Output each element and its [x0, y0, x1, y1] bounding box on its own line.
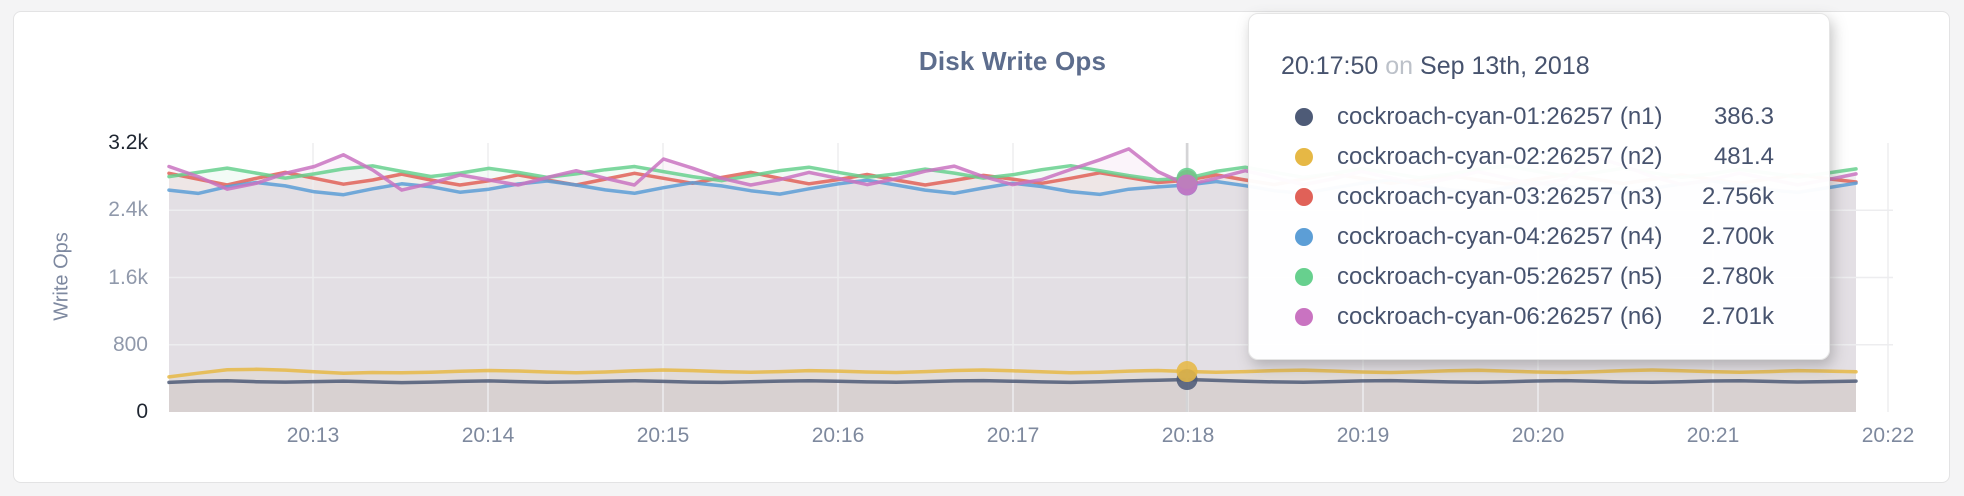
tooltip-series-row: cockroach-cyan-01:26257 (n1) 386.3	[1295, 97, 1774, 137]
series-value: 2.780k	[1701, 263, 1774, 290]
y-tick-label: 3.2k	[108, 131, 148, 154]
series-color-dot-icon	[1295, 268, 1313, 286]
series-name: cockroach-cyan-06:26257 (n6)	[1337, 303, 1663, 330]
series-name: cockroach-cyan-03:26257 (n3)	[1337, 183, 1663, 210]
series-name: cockroach-cyan-02:26257 (n2)	[1337, 143, 1663, 170]
tooltip-series-row: cockroach-cyan-04:26257 (n4) 2.700k	[1295, 217, 1774, 257]
y-tick-label: 1.6k	[108, 265, 148, 289]
series-name: cockroach-cyan-05:26257 (n5)	[1337, 263, 1663, 290]
x-tick-label: 20:21	[1686, 424, 1740, 447]
x-tick-label: 20:14	[461, 424, 515, 447]
y-tick-label: 2.4k	[108, 198, 148, 222]
series-value: 2.701k	[1701, 303, 1774, 330]
series-line	[167, 377, 1858, 385]
series-name: cockroach-cyan-01:26257 (n1)	[1337, 103, 1663, 130]
tooltip-series-list: cockroach-cyan-01:26257 (n1) 386.3 cockroa…	[1295, 97, 1774, 337]
series-color-dot-icon	[1295, 308, 1313, 326]
chart-tooltip: 20:17:50 on Sep 13th, 2018 cockroach-cya…	[1248, 13, 1830, 360]
x-tick-label: 20:18	[1161, 424, 1215, 447]
series-color-dot-icon	[1295, 188, 1313, 206]
tooltip-series-row: cockroach-cyan-03:26257 (n3) 2.756k	[1295, 177, 1774, 217]
series-color-dot-icon	[1295, 148, 1313, 166]
series-color-dot-icon	[1295, 228, 1313, 246]
series-name: cockroach-cyan-04:26257 (n4)	[1337, 223, 1663, 250]
y-tick-label: 0	[136, 400, 148, 423]
tooltip-date: Sep 13th, 2018	[1420, 52, 1590, 80]
tooltip-series-row: cockroach-cyan-06:26257 (n6) 2.701k	[1295, 297, 1774, 337]
series-value: 386.3	[1713, 103, 1774, 130]
x-tick-label: 20:22	[1861, 424, 1915, 447]
series-line	[167, 367, 1858, 379]
x-tick-label: 20:20	[1511, 424, 1565, 447]
hover-point-dot	[1176, 174, 1198, 196]
series-value: 2.700k	[1701, 223, 1774, 250]
x-tick-label: 20:13	[286, 424, 340, 447]
y-tick-label: 800	[112, 332, 148, 356]
x-tick-label: 20:17	[986, 424, 1040, 447]
x-tick-label: 20:16	[811, 424, 865, 447]
series-color-dot-icon	[1295, 108, 1313, 126]
tooltip-series-row: cockroach-cyan-05:26257 (n5) 2.780k	[1295, 257, 1774, 297]
hover-point-dot	[1176, 361, 1198, 383]
tooltip-header: 20:17:50 on Sep 13th, 2018	[1281, 52, 1774, 81]
tooltip-series-row: cockroach-cyan-02:26257 (n2) 481.4	[1295, 137, 1774, 177]
tooltip-preposition: on	[1385, 52, 1414, 80]
tooltip-time: 20:17:50	[1281, 52, 1379, 80]
series-value: 481.4	[1713, 143, 1774, 170]
x-tick-label: 20:19	[1336, 424, 1390, 447]
series-value: 2.756k	[1701, 183, 1774, 210]
x-tick-label: 20:15	[636, 424, 690, 447]
chart-title: Disk Write Ops	[918, 46, 1107, 76]
